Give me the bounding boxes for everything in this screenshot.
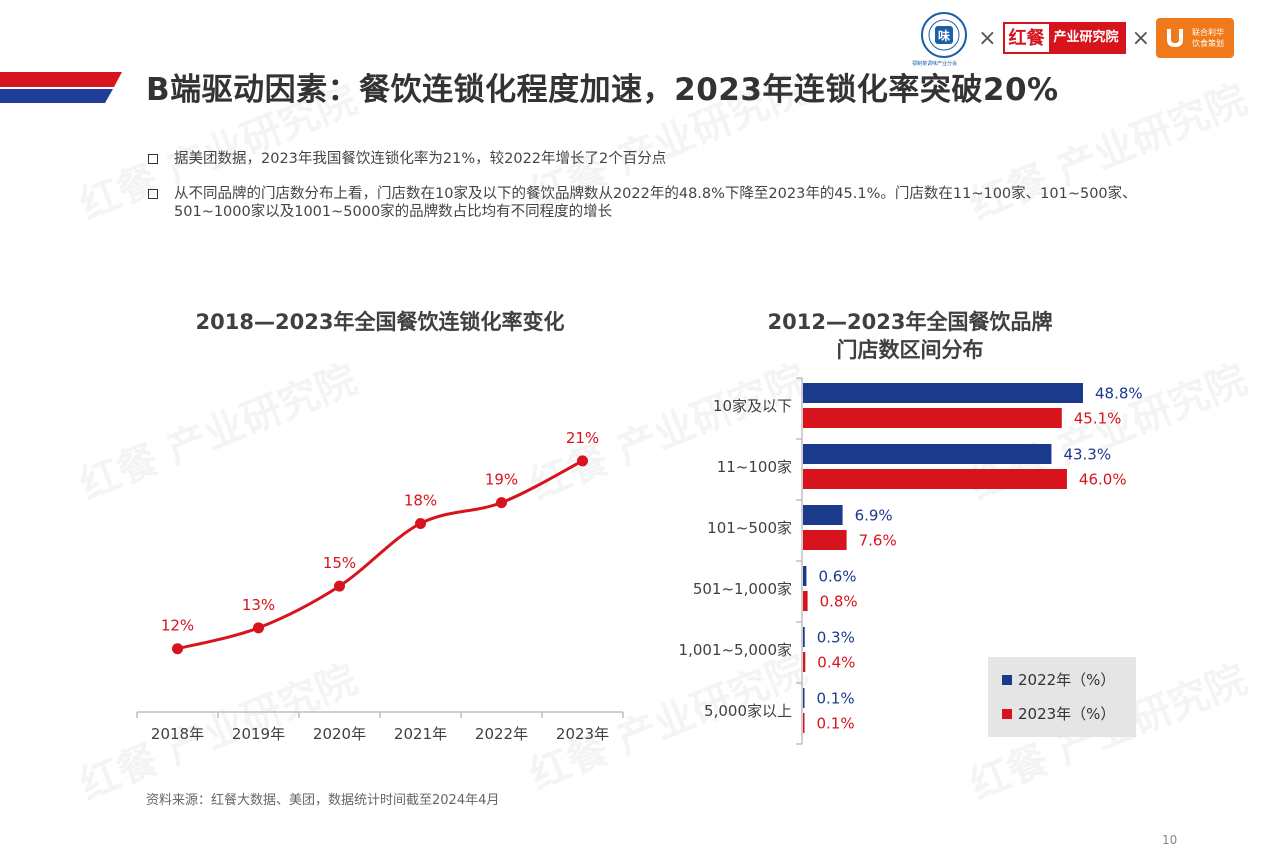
hongcan-logo-sub: 产业研究院 [1048,24,1124,52]
header-logos: 味 鄂制菜调味产业分会 × 红餐 产业研究院 × 联合利华 饮食策划 [912,10,1234,67]
series-line-chain-rate [177,459,584,651]
unilever-u-icon [1167,29,1183,47]
unilever-logo: 联合利华 饮食策划 [1156,18,1234,58]
category-label: 5,000家以上 [704,702,792,720]
bar-chart: 10家及以下 48.8% 45.1% 11~100家 43.3% 46.0% 101~500… [679,377,1143,745]
data-point [415,517,426,529]
data-point [253,622,264,634]
legend-label: 2023年（%） [1018,705,1116,723]
bar-2022 [803,688,805,708]
data-label: 15% [323,554,356,572]
legend-item-2023: 2023年（%） [1002,703,1115,724]
x-tick-label: 2019年 [232,725,285,743]
separator-x: × [978,25,997,51]
data-label: 13% [242,596,275,614]
bar-2022 [803,566,807,586]
legend-swatch-red [1002,708,1012,719]
bar-2022 [803,383,1083,403]
bar-chart-title-line1: 2012—2023年全国餐饮品牌 [767,310,1053,334]
data-point [334,580,345,592]
bar-2023 [803,652,806,672]
bar-value-label: 46.0% [1079,471,1127,489]
bar-2023 [803,469,1067,489]
unilever-text-line2: 饮食策划 [1192,39,1224,48]
seal-caption: 鄂制菜调味产业分会 [912,61,958,67]
separator-x: × [1131,25,1150,51]
bullet-square-icon [148,189,158,199]
bar-value-label: 48.8% [1095,385,1143,403]
bar-2022 [803,505,843,525]
data-label: 19% [485,471,518,489]
page-title: B端驱动因素：餐饮连锁化程度加速，2023年连锁化率突破20% [146,72,1059,108]
bar-chart-legend: 2022年（%） 2023年（%） [988,657,1136,737]
line-chart-title: 2018—2023年全国餐饮连锁化率变化 [195,310,565,334]
x-tick-label: 2022年 [475,725,528,743]
unilever-text-line1: 联合利华 [1192,28,1224,37]
bar-value-label: 0.6% [818,568,856,586]
data-point [172,643,183,655]
title-accent-bar [0,72,122,103]
bar-value-label: 0.1% [817,690,855,708]
data-label: 21% [566,429,599,447]
x-tick-label: 2018年 [151,725,204,743]
category-label: 101~500家 [707,519,792,537]
category-label: 1,001~5,000家 [679,641,792,659]
x-tick-label: 2021年 [394,725,447,743]
data-label: 12% [161,617,194,635]
legend-swatch-blue [1002,674,1012,685]
svg-text:味: 味 [938,28,950,43]
bar-chart-title-line2: 门店数区间分布 [836,338,984,362]
hongcan-logo: 红餐 产业研究院 [1002,22,1126,54]
data-point [577,455,588,467]
category-label: 501~1,000家 [693,580,792,598]
legend-label: 2022年（%） [1018,671,1116,689]
bar-2023 [803,408,1062,428]
x-tick-label: 2020年 [313,725,366,743]
bullet-text: 据美团数据，2023年我国餐饮连锁化率为21%，较2022年增长了2个百分点 [174,151,667,167]
bar-2023 [803,530,847,550]
source-note: 资料来源：红餐大数据、美团，数据统计时间截至2024年4月 [146,793,500,808]
page-number: 10 [1162,833,1178,847]
bullet-text: 从不同品牌的门店数分布上看，门店数在10家及以下的餐饮品牌数从2022年的48.… [174,186,1137,220]
bar-value-label: 0.4% [817,654,855,672]
bar-value-label: 6.9% [855,507,893,525]
bar-value-label: 7.6% [859,532,897,550]
association-seal-logo: 味 鄂制菜调味产业分会 [912,10,972,67]
bar-value-label: 0.8% [820,593,858,611]
legend-item-2022: 2022年（%） [1002,669,1115,690]
bullet-square-icon [148,154,158,164]
hongcan-logo-main: 红餐 [1004,24,1049,52]
bar-2022 [803,444,1052,464]
category-label: 11~100家 [717,458,792,476]
bar-2023 [803,713,805,733]
x-tick-label: 2023年 [556,725,609,743]
bar-2022 [803,627,805,647]
category-label: 10家及以下 [713,397,792,415]
bar-2023 [803,591,808,611]
bar-value-label: 0.3% [817,629,855,647]
bar-value-label: 43.3% [1063,446,1111,464]
data-label: 18% [404,491,437,509]
bar-value-label: 0.1% [817,715,855,733]
bar-value-label: 45.1% [1074,410,1122,428]
data-point [496,497,507,509]
line-chart: 2018年 2019年 2020年 2021年 2022年 2023年 12% 13% 15% 1… [136,429,624,743]
